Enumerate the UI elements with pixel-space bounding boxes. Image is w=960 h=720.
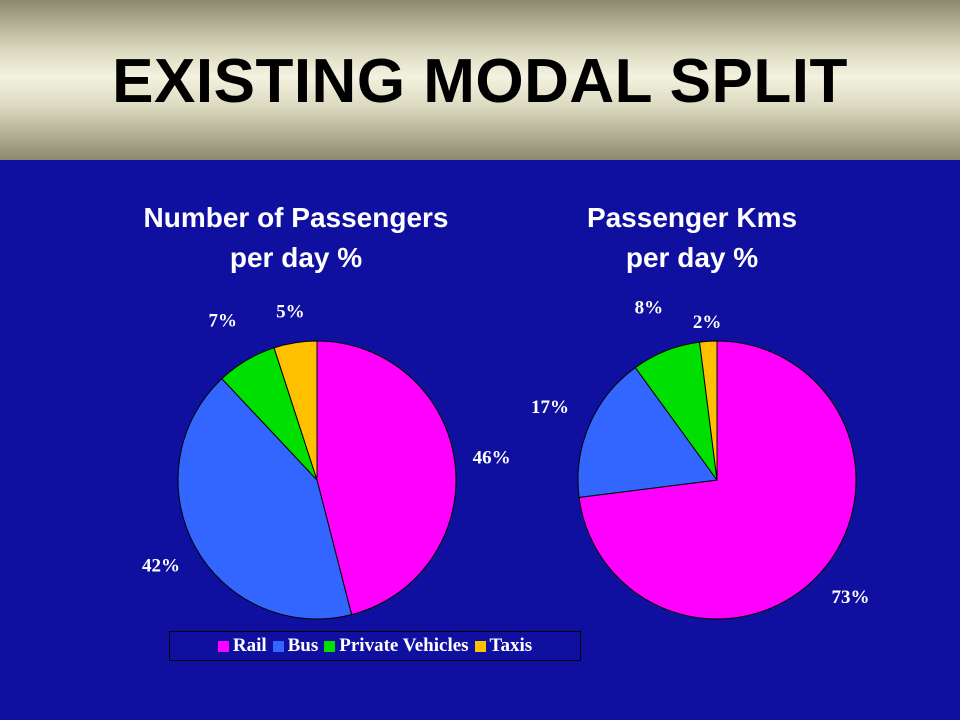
legend-swatch-private-vehicles: [324, 640, 336, 652]
chart-title-passengers-line-1: Number of Passengers: [143, 202, 449, 233]
pie-2-slice-taxis: [699, 340, 718, 481]
pie-2-slice-bus: [577, 366, 718, 498]
legend-entry-private-vehicles: Private Vehicles: [324, 635, 469, 657]
legend-swatch-rail: [217, 640, 229, 652]
pie-1-slice-bus: [177, 377, 353, 620]
legend-entry-rail: Rail: [217, 635, 267, 657]
pie-2-label-rail: 73%: [832, 587, 870, 608]
pie-1-label-private-vehicles: 7%: [209, 310, 238, 331]
pie-1-label-taxis: 5%: [276, 302, 305, 323]
pie-1-label-rail: 46%: [473, 447, 511, 468]
legend-label-rail: Rail: [232, 635, 267, 656]
chart-title-passengers: Number of Passengers per day %: [96, 198, 496, 278]
chart-title-passengers-line-2: per day %: [229, 242, 363, 273]
pie-1-label-bus: 42%: [142, 555, 180, 576]
legend-swatch-bus: [272, 640, 284, 652]
chart-title-passenger-kms-line-1: Passenger Kms: [586, 202, 798, 233]
pie-1-slice-taxis: [273, 340, 318, 481]
chart-legend: Rail Bus Private Vehicles Taxis: [169, 631, 581, 661]
legend-swatch-taxis: [474, 640, 486, 652]
title-banner: EXISTING MODAL SPLIT: [0, 0, 960, 160]
slide-title: EXISTING MODAL SPLIT: [112, 47, 848, 116]
chart-title-passenger-kms-line-2: per day %: [625, 242, 759, 273]
legend-label-private-vehicles: Private Vehicles: [339, 635, 469, 656]
legend-label-taxis: Taxis: [489, 635, 533, 656]
chart-title-passenger-kms: Passenger Kms per day %: [492, 198, 892, 278]
pie-1-slice-rail: [316, 340, 457, 616]
legend-label-bus: Bus: [287, 635, 319, 656]
legend-entry-taxis: Taxis: [474, 635, 533, 657]
legend-entry-bus: Bus: [272, 635, 319, 657]
pie-2-label-bus: 17%: [531, 397, 569, 418]
pie-2-label-private-vehicles: 8%: [635, 298, 664, 319]
pie-2-label-taxis: 2%: [693, 312, 722, 333]
